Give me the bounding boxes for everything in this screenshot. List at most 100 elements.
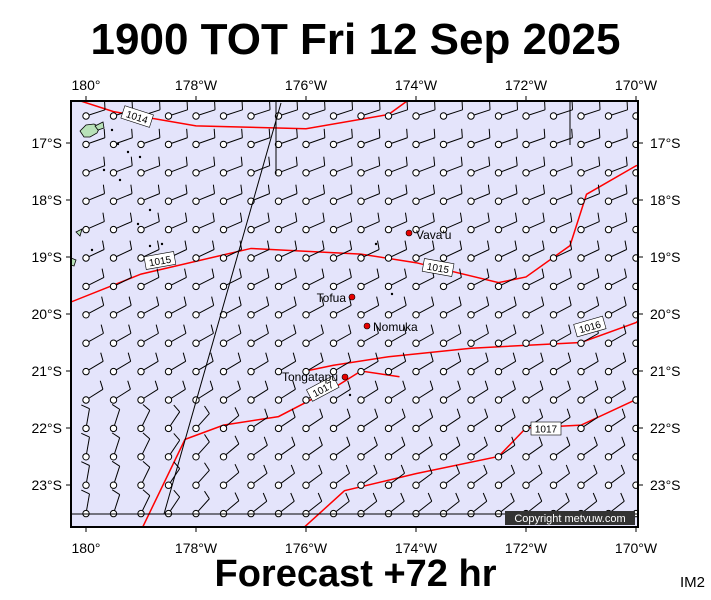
station-circle	[192, 311, 200, 319]
wind-barb	[247, 408, 269, 433]
station-circle	[604, 481, 613, 489]
station-circle	[549, 367, 558, 376]
wind-barb	[577, 101, 601, 120]
station-circle	[577, 367, 585, 376]
wind-barb	[384, 184, 408, 205]
barb-flag	[594, 380, 599, 390]
station-circle	[357, 424, 365, 433]
wind-barb	[549, 296, 572, 319]
barb-flag	[81, 461, 90, 466]
barb-flag	[292, 352, 297, 362]
wind-barb	[192, 434, 210, 461]
barb-flag	[183, 296, 187, 306]
wind-barb	[604, 240, 628, 262]
station-circle	[439, 453, 448, 461]
station-circle	[412, 367, 420, 376]
station-circle	[439, 169, 448, 177]
place-label: Nomuka	[373, 320, 418, 334]
barb-flag	[234, 492, 240, 501]
wind-barb	[577, 184, 601, 205]
islet	[374, 242, 378, 246]
wind-barb	[549, 240, 573, 262]
barb-flag	[293, 296, 297, 306]
barb-flag	[458, 324, 462, 334]
barb-flag	[318, 436, 323, 446]
station-circle	[494, 396, 503, 404]
barb-flag	[486, 268, 490, 278]
station-circle	[82, 396, 90, 404]
barb-flag	[128, 324, 132, 334]
barb-flag	[265, 324, 269, 334]
barb-flag	[127, 352, 132, 362]
wind-barb	[274, 240, 298, 262]
station-circle	[192, 453, 200, 461]
station-circle	[82, 311, 90, 319]
lon-label-top: 178°W	[175, 77, 218, 93]
barb-flag	[486, 296, 490, 306]
wind-barb	[412, 352, 434, 376]
barb-flag	[537, 492, 543, 502]
barb-flag	[81, 432, 90, 438]
station-circle	[384, 169, 393, 177]
wind-barb	[219, 324, 242, 347]
wind-barb	[82, 240, 105, 262]
station-circle	[137, 140, 145, 149]
station-circle	[577, 254, 585, 262]
station-circle	[137, 254, 145, 262]
station-circle	[357, 197, 365, 205]
wind-barb	[494, 184, 518, 205]
station-circle	[192, 339, 200, 347]
wind-barb	[192, 405, 210, 433]
station-circle	[632, 339, 638, 347]
wind-barb	[577, 408, 599, 433]
wind-barb	[412, 296, 435, 319]
barb-flag	[101, 296, 105, 306]
station-circle	[137, 481, 145, 489]
station-circle	[274, 367, 283, 376]
barb-flag	[375, 352, 379, 362]
wind-barb	[412, 268, 435, 291]
wind-barb	[467, 324, 489, 347]
wind-barb	[604, 352, 627, 376]
barb-flag	[405, 184, 408, 194]
wind-barb	[109, 212, 133, 234]
wind-barb	[247, 464, 268, 489]
station-circle	[632, 225, 638, 234]
station-circle	[82, 169, 90, 177]
isobar-label-text: 1017	[535, 425, 558, 436]
station-circle	[109, 424, 118, 433]
barb-flag	[596, 296, 600, 306]
barb-flag	[650, 409, 653, 418]
barb-flag	[373, 436, 378, 446]
station-circle	[137, 197, 145, 205]
wind-barb	[439, 156, 463, 177]
barb-flag	[570, 184, 573, 194]
barb-flag	[597, 184, 601, 194]
wind-barb	[412, 101, 436, 120]
island	[71, 257, 77, 267]
isobar-label: 1015	[143, 251, 177, 270]
wind-barb	[467, 240, 490, 262]
barb-flag	[173, 433, 181, 441]
station-circle	[604, 140, 613, 149]
wind-barb	[192, 128, 216, 149]
islet	[118, 178, 122, 182]
barb-flag	[349, 268, 352, 278]
barb-flag	[238, 296, 242, 306]
barb-flag	[204, 405, 210, 414]
station-circle	[302, 367, 310, 376]
wind-barb	[549, 128, 573, 149]
station-circle	[632, 453, 638, 461]
lat-label-left: 22°S	[31, 420, 62, 436]
station-circle	[247, 112, 255, 120]
barb-flag	[240, 184, 243, 194]
wind-barb	[357, 436, 378, 461]
barb-flag	[433, 156, 436, 166]
station-circle	[439, 225, 448, 234]
station-circle	[164, 453, 173, 461]
station-circle	[329, 169, 338, 177]
wind-barb	[467, 268, 490, 291]
lat-label-right: 23°S	[650, 477, 681, 493]
station-circle	[577, 140, 585, 149]
